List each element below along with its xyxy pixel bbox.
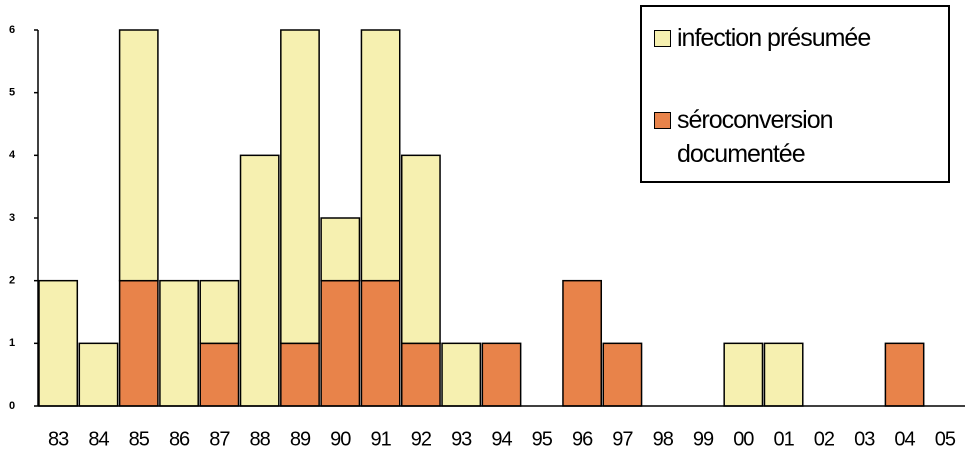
x-tick-label: 94 bbox=[491, 428, 512, 450]
legend-entry: infection présumée bbox=[654, 21, 887, 55]
x-tick-label: 88 bbox=[250, 428, 271, 450]
x-tick-label: 00 bbox=[733, 428, 754, 450]
x-tick-label: 93 bbox=[451, 428, 472, 450]
bar-segment bbox=[239, 154, 280, 407]
legend-label: infection présumée bbox=[677, 24, 871, 52]
x-tick-label: 91 bbox=[370, 428, 391, 450]
bar-segment bbox=[400, 342, 441, 407]
x-tick-label: 04 bbox=[894, 428, 915, 450]
x-tick-label: 03 bbox=[854, 428, 875, 450]
bar-segment bbox=[441, 342, 482, 407]
bar-segment bbox=[884, 342, 925, 407]
bar-segment bbox=[199, 342, 240, 407]
bar-segment bbox=[360, 279, 401, 407]
bar-segment bbox=[118, 279, 159, 407]
x-tick-label: 83 bbox=[48, 428, 69, 450]
x-tick-label: 97 bbox=[612, 428, 633, 450]
legend-swatch bbox=[654, 112, 671, 129]
y-tick-label: 3 bbox=[9, 212, 15, 224]
y-tick-label: 1 bbox=[9, 337, 15, 349]
x-tick-label: 96 bbox=[572, 428, 593, 450]
x-tick-label: 90 bbox=[330, 428, 351, 450]
x-tick-label: 05 bbox=[935, 428, 956, 450]
y-tick-label: 6 bbox=[9, 24, 15, 36]
bar-segment bbox=[159, 279, 199, 407]
bar-segment bbox=[562, 279, 603, 407]
legend-swatch bbox=[654, 30, 671, 47]
bar-segment bbox=[320, 279, 361, 407]
x-tick-label: 87 bbox=[209, 428, 230, 450]
bar-segment bbox=[400, 154, 441, 345]
bar-segment bbox=[280, 342, 320, 407]
bar-segment bbox=[280, 29, 320, 345]
bar-segment bbox=[199, 279, 240, 345]
bar-segment bbox=[763, 342, 804, 407]
x-tick-label: 95 bbox=[532, 428, 553, 450]
bar-segment bbox=[360, 29, 401, 282]
x-tick-label: 98 bbox=[653, 428, 674, 450]
y-tick-label: 2 bbox=[9, 275, 15, 287]
x-tick-label: 85 bbox=[129, 428, 150, 450]
bar-segment bbox=[481, 342, 522, 407]
x-tick-label: 86 bbox=[169, 428, 190, 450]
x-tick-label: 92 bbox=[411, 428, 432, 450]
bar-segment bbox=[320, 217, 361, 282]
x-tick-label: 02 bbox=[814, 428, 835, 450]
legend-label: séroconversion documentée bbox=[677, 106, 834, 168]
x-tick-label: 89 bbox=[290, 428, 311, 450]
bar-segment bbox=[38, 279, 79, 407]
legend: infection présumée séroconversion documen… bbox=[640, 5, 950, 183]
x-tick-label: 99 bbox=[693, 428, 714, 450]
legend-entry: séroconversion documentée bbox=[654, 103, 887, 171]
y-tick-label: 5 bbox=[9, 87, 15, 99]
bar-segment bbox=[723, 342, 764, 407]
x-tick-label: 84 bbox=[88, 428, 109, 450]
y-tick-label: 4 bbox=[9, 149, 16, 161]
bar-segment bbox=[602, 342, 643, 407]
x-tick-label: 01 bbox=[774, 428, 795, 450]
y-tick-label: 0 bbox=[9, 400, 15, 412]
bar-segment bbox=[118, 29, 159, 282]
bar-segment bbox=[78, 342, 119, 407]
